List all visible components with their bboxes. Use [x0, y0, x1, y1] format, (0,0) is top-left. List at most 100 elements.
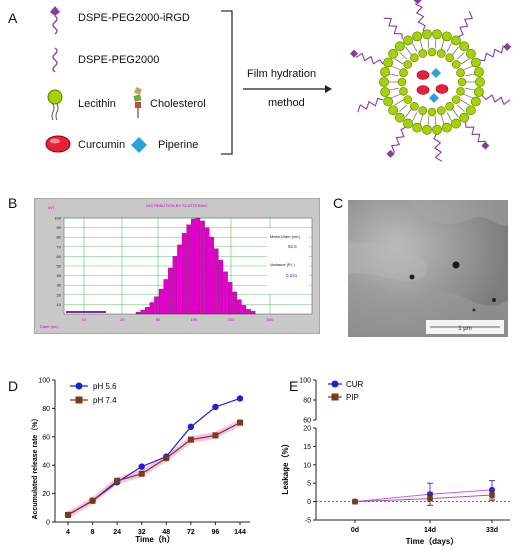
x-tick-label: 4	[66, 529, 70, 536]
x-axis-title: Time（h）	[135, 534, 174, 544]
histogram-bar	[227, 282, 233, 315]
x-tick-label: 8	[91, 529, 95, 536]
legend-series-1: CUR	[346, 380, 364, 389]
legend: CUR PIP	[328, 380, 364, 402]
lipid-tail	[446, 112, 452, 122]
lecithin-head	[397, 77, 407, 87]
lecithin-head	[441, 122, 452, 133]
lecithin-head	[394, 112, 405, 123]
lecithin-head	[475, 77, 485, 87]
histogram-bar	[177, 244, 182, 315]
histogram-bar	[181, 233, 187, 315]
peg-chain	[390, 126, 407, 153]
legend-irgd: DSPE-PEG2000-iRGD	[78, 12, 190, 24]
legend-series-2: PIP	[346, 393, 359, 402]
lipid-tail	[419, 114, 424, 125]
lipid-tail	[465, 87, 476, 91]
y-axis-title: Accumulated release rate（%）	[31, 414, 39, 519]
x-axis-title: Time（days）	[406, 536, 459, 546]
liposome-diagram	[350, 0, 512, 162]
lecithin-head	[422, 29, 432, 40]
x-tick-label: 50	[156, 317, 161, 322]
data-point-square	[187, 436, 194, 443]
baseline-bar	[66, 311, 106, 313]
lecithin-head	[412, 122, 423, 133]
lecithin-head	[380, 67, 390, 77]
lipid-tail	[434, 38, 437, 49]
lipid-tail	[460, 99, 470, 106]
lecithin-head	[383, 57, 394, 68]
y-tick-label: 30	[57, 283, 62, 288]
lecithin-head	[410, 53, 419, 63]
y-tick-label: 0	[307, 499, 311, 506]
y-tick-label: 20	[42, 491, 50, 498]
lipid-tail	[446, 42, 452, 52]
lecithin-head	[399, 86, 408, 96]
x-tick-label: 24	[113, 529, 121, 536]
lecithin-head	[388, 48, 399, 59]
y-tick-label: 60	[303, 418, 311, 425]
cholesterol-icon	[133, 87, 142, 118]
y-tick-label: 100	[299, 378, 311, 385]
lecithin-head	[436, 49, 446, 58]
lecithin-head	[410, 101, 419, 111]
y-tick-label: 80	[42, 406, 50, 413]
peg-chain	[464, 121, 486, 143]
x-tick-label: 200	[228, 317, 235, 322]
x-tick-label: 32	[138, 529, 146, 536]
lipid-tail	[427, 115, 430, 126]
lecithin-head	[427, 47, 437, 57]
y-tick-label: 15	[303, 444, 311, 451]
y-tick-label: 10	[303, 462, 311, 469]
mean-value: 92.6	[288, 244, 297, 249]
peg-chain	[457, 11, 474, 38]
stats-box	[267, 228, 309, 294]
lipid-tail	[427, 38, 430, 49]
piperine-icon	[131, 137, 147, 153]
panel-label-a: A	[8, 10, 18, 26]
lipid-tail	[463, 65, 474, 71]
lecithin-head	[403, 118, 413, 129]
scale-label: 1 μm	[458, 326, 471, 332]
size-distribution-chart: INT. DISTRIBUTION BY SCATTERING Diam (nm…	[34, 198, 320, 334]
lecithin-head	[436, 106, 446, 115]
lipid-tail	[390, 65, 401, 71]
y-tick-label: 100	[54, 216, 61, 221]
x-axis-label: Diam (nm)	[40, 324, 59, 329]
histogram-bar	[241, 305, 247, 315]
data-point-square	[237, 419, 243, 426]
lipid-tail	[388, 73, 399, 77]
arrow-icon	[243, 85, 332, 93]
histogram-bar	[163, 279, 168, 315]
histogram-bar	[186, 224, 191, 315]
irgd-chain-icon	[50, 6, 60, 35]
series-line-2	[67, 422, 241, 516]
y-tick-label: 50	[57, 264, 62, 269]
lecithin-head	[470, 57, 481, 68]
variance-value: 0.221	[286, 273, 298, 278]
lecithin-head	[456, 86, 465, 96]
lipid-tail	[456, 104, 465, 112]
legend-curcumin: Curcumin	[78, 139, 126, 151]
lipid-tail	[460, 58, 470, 65]
tem-image: 1 μm	[348, 200, 508, 337]
y-axis-title: Leakage（%）	[280, 439, 290, 494]
variance-label: Variance (P.I.)	[270, 262, 295, 267]
lecithin-head	[403, 95, 413, 104]
y-tick-label: 20	[303, 426, 311, 433]
lipid-tail	[388, 87, 399, 91]
legend-marker-circle	[75, 382, 83, 390]
legend-cholesterol: Cholesterol	[150, 98, 206, 110]
lipid-tail	[405, 108, 412, 118]
lecithin-head	[412, 31, 423, 42]
histogram-bar	[209, 237, 214, 315]
curcumin	[435, 84, 449, 94]
mean-label: Mean Diam (nm)	[270, 234, 300, 239]
data-point-square	[427, 495, 433, 502]
leakage-chart: Leakage（%） Time（days） 60 80 100 -5 0 5 10 15 20 0…	[280, 378, 510, 546]
legend-marker-square	[331, 393, 339, 401]
x-tick-label: 144	[234, 529, 246, 536]
y-tick-label: 5	[307, 481, 311, 488]
lipid-tail	[434, 115, 437, 126]
data-point-square	[65, 511, 71, 518]
